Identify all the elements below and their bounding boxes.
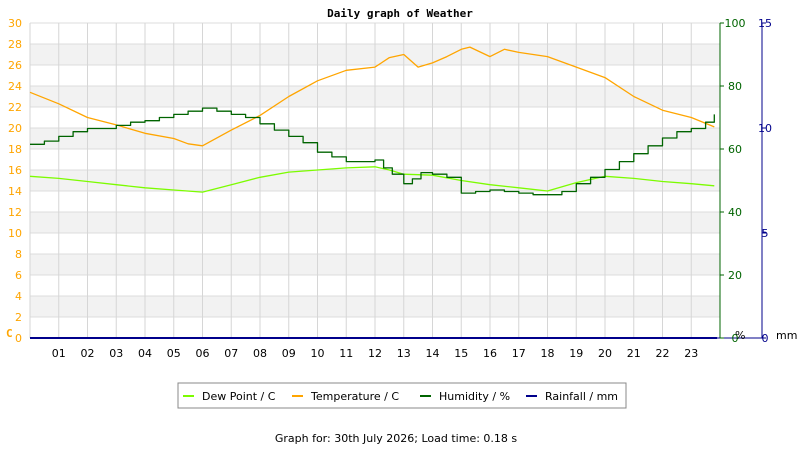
x-tick-label: 18 bbox=[541, 347, 555, 360]
x-tick-label: 17 bbox=[512, 347, 526, 360]
x-tick-label: 09 bbox=[282, 347, 296, 360]
left-tick-label: 12 bbox=[8, 206, 22, 219]
left-tick-label: 4 bbox=[15, 290, 22, 303]
rainfall-axis-unit: mm bbox=[776, 329, 797, 342]
x-tick-label: 06 bbox=[196, 347, 210, 360]
left-tick-label: 26 bbox=[8, 59, 22, 72]
x-tick-label: 08 bbox=[253, 347, 267, 360]
x-tick-label: 07 bbox=[224, 347, 238, 360]
left-tick-label: 14 bbox=[8, 185, 22, 198]
chart-title: Daily graph of Weather bbox=[327, 7, 473, 20]
humidity-tick-label: 100 bbox=[725, 17, 746, 30]
x-axis-ticks: 01 02 03 04 05 06 07 08 09 10 11 12 13 14 15 16 17 18 19 20… bbox=[52, 347, 699, 360]
x-tick-label: 22 bbox=[656, 347, 670, 360]
legend-label: Rainfall / mm bbox=[545, 390, 618, 403]
left-tick-label: 6 bbox=[15, 269, 22, 282]
humidity-axis-unit: % bbox=[735, 329, 745, 342]
rainfall-tick-label: 0 bbox=[762, 332, 769, 345]
left-tick-label: 2 bbox=[15, 311, 22, 324]
legend-label: Dew Point / C bbox=[202, 390, 276, 403]
humidity-tick-label: 80 bbox=[728, 80, 742, 93]
legend-box bbox=[177, 382, 627, 409]
rainfall-tick-label: 5 bbox=[762, 227, 769, 240]
x-tick-label: 19 bbox=[569, 347, 583, 360]
x-tick-label: 13 bbox=[397, 347, 411, 360]
x-tick-label: 20 bbox=[598, 347, 612, 360]
x-tick-label: 03 bbox=[109, 347, 123, 360]
legend-label: Humidity / % bbox=[439, 390, 510, 403]
left-tick-label: 0 bbox=[15, 332, 22, 345]
x-tick-label: 12 bbox=[368, 347, 382, 360]
humidity-tick-label: 40 bbox=[728, 206, 742, 219]
left-tick-label: 22 bbox=[8, 101, 22, 114]
rainfall-tick-label: 15 bbox=[758, 17, 772, 30]
gridlines bbox=[29, 22, 721, 339]
left-tick-label: 16 bbox=[8, 164, 22, 177]
humidity-line bbox=[30, 107, 715, 196]
x-tick-label: 23 bbox=[684, 347, 698, 360]
humidity-axis-ticks: 0 20 40 60 80 100 bbox=[720, 17, 746, 345]
left-tick-label: 18 bbox=[8, 143, 22, 156]
x-tick-label: 05 bbox=[167, 347, 181, 360]
x-tick-label: 15 bbox=[454, 347, 468, 360]
x-tick-label: 01 bbox=[52, 347, 66, 360]
left-tick-label: 24 bbox=[8, 80, 22, 93]
x-tick-label: 21 bbox=[627, 347, 641, 360]
x-tick-label: 14 bbox=[426, 347, 440, 360]
left-tick-label: 30 bbox=[8, 17, 22, 30]
left-tick-label: 10 bbox=[8, 227, 22, 240]
left-axis-unit: C bbox=[6, 327, 13, 340]
rainfall-tick-label: 10 bbox=[758, 122, 772, 135]
temperature-line bbox=[29, 46, 715, 147]
x-tick-label: 10 bbox=[311, 347, 325, 360]
x-tick-label: 02 bbox=[81, 347, 95, 360]
legend-label: Temperature / C bbox=[310, 390, 399, 403]
legend: Dew Point / C Temperature / C Humidity / %… bbox=[177, 382, 627, 409]
x-tick-label: 11 bbox=[339, 347, 353, 360]
axes bbox=[30, 23, 763, 339]
x-tick-label: 04 bbox=[138, 347, 152, 360]
humidity-tick-label: 20 bbox=[728, 269, 742, 282]
x-tick-label: 16 bbox=[483, 347, 497, 360]
left-tick-label: 28 bbox=[8, 38, 22, 51]
humidity-tick-label: 0 bbox=[732, 332, 739, 345]
rainfall-axis-ticks: 0 5 10 15 bbox=[758, 17, 772, 345]
humidity-tick-label: 60 bbox=[728, 143, 742, 156]
left-tick-label: 8 bbox=[15, 248, 22, 261]
footer-text: Graph for: 30th July 2026; Load time: 0.… bbox=[275, 432, 518, 445]
left-tick-label: 20 bbox=[8, 122, 22, 135]
